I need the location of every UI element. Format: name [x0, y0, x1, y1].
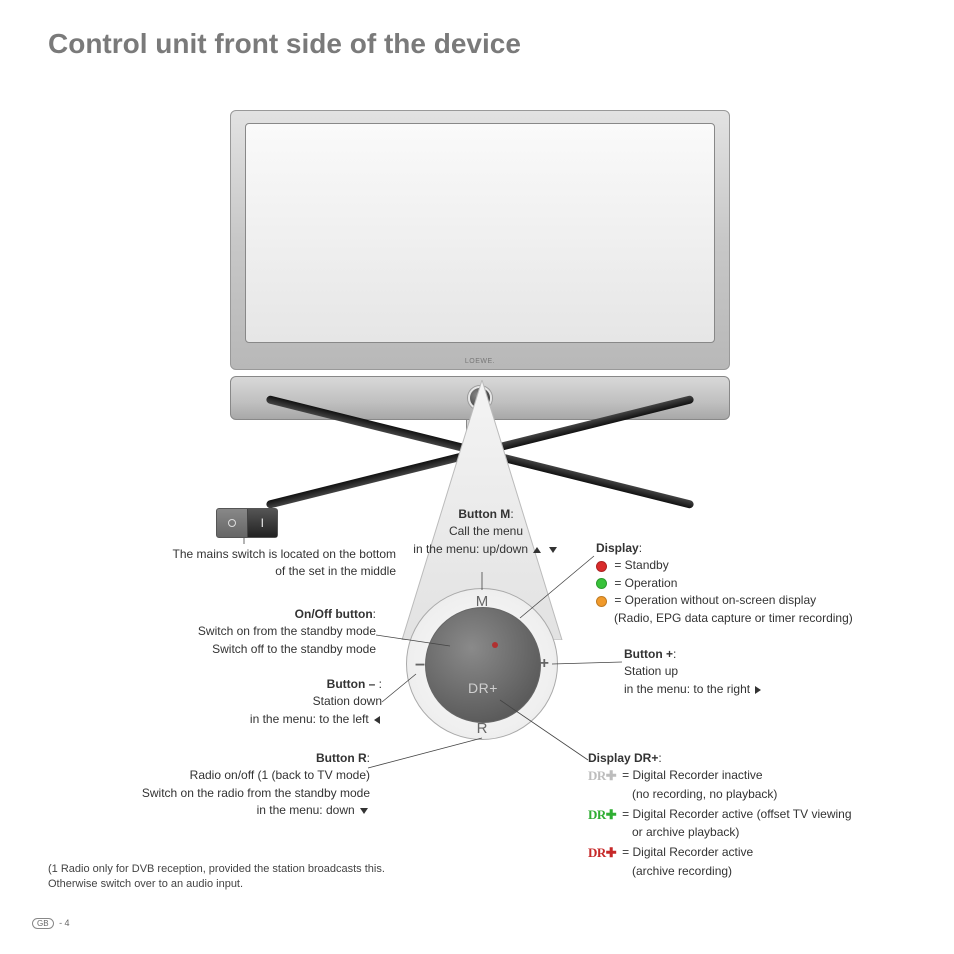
button-minus-block: Button – : Station down in the menu: to … — [196, 676, 382, 728]
knob-m-label: M — [476, 593, 489, 610]
knob-ring: DR+ M R – + — [406, 588, 558, 740]
led-orange-icon — [596, 596, 607, 607]
mains-caption: The mains switch is located on the botto… — [96, 546, 396, 581]
page-footer: GB - 4 — [32, 918, 70, 929]
tv-screen — [245, 123, 715, 343]
dr-badge-grey-icon: DR✚ — [588, 767, 616, 786]
display-dr-block: Display DR+: DR✚ = Digital Recorder inac… — [588, 750, 928, 882]
mains-on: I — [247, 509, 278, 537]
knob-plus-label: + — [540, 655, 549, 673]
led-green-icon — [596, 578, 607, 589]
triangle-down-icon — [549, 547, 557, 553]
tv-stand — [230, 420, 730, 480]
tv-brand-label: LOEWE. — [465, 358, 495, 365]
button-r-block: Button R: Radio on/off (1 (back to TV mo… — [120, 750, 370, 820]
triangle-left-icon — [374, 716, 380, 724]
knob-dr-label: DR+ — [468, 680, 498, 696]
gb-badge: GB — [32, 918, 54, 929]
button-m-block: Button M: Call the menu in the menu: up/… — [396, 506, 576, 558]
power-off-icon — [228, 519, 236, 527]
display-block: Display: = Standby = Operation = Operati… — [596, 540, 926, 627]
footnote: (1 Radio only for DVB reception, provide… — [48, 862, 385, 893]
knob-inner: DR+ — [425, 607, 541, 723]
knob-r-label: R — [477, 720, 488, 737]
button-plus-block: Button +: Station up in the menu: to the… — [624, 646, 884, 698]
dr-item-active-offset: DR✚ = Digital Recorder active (offset TV… — [588, 806, 928, 842]
dr-badge-red-icon: DR✚ — [588, 844, 616, 863]
dr-item-inactive: DR✚ = Digital Recorder inactive (no reco… — [588, 767, 928, 803]
tv-bezel: LOEWE. — [230, 110, 730, 370]
triangle-right-icon — [755, 686, 761, 694]
mains-switch[interactable]: I — [216, 508, 278, 538]
knob-minus-label: – — [415, 654, 425, 675]
tv-soundbar — [230, 376, 730, 420]
control-knob[interactable]: DR+ M R – + — [406, 588, 558, 740]
mains-off — [217, 509, 247, 537]
page-title: Control unit front side of the device — [48, 28, 521, 60]
triangle-down-icon — [360, 808, 368, 814]
knob-led-icon — [492, 642, 498, 648]
onoff-block: On/Off button: Switch on from the standb… — [148, 606, 376, 658]
dr-badge-green-icon: DR✚ — [588, 806, 616, 825]
triangle-up-icon — [533, 547, 541, 553]
tv-illustration: LOEWE. — [230, 110, 730, 480]
led-red-icon — [596, 561, 607, 572]
control-knob-mini-icon — [468, 386, 492, 410]
dr-item-active-archive: DR✚ = Digital Recorder active (archive r… — [588, 844, 928, 880]
